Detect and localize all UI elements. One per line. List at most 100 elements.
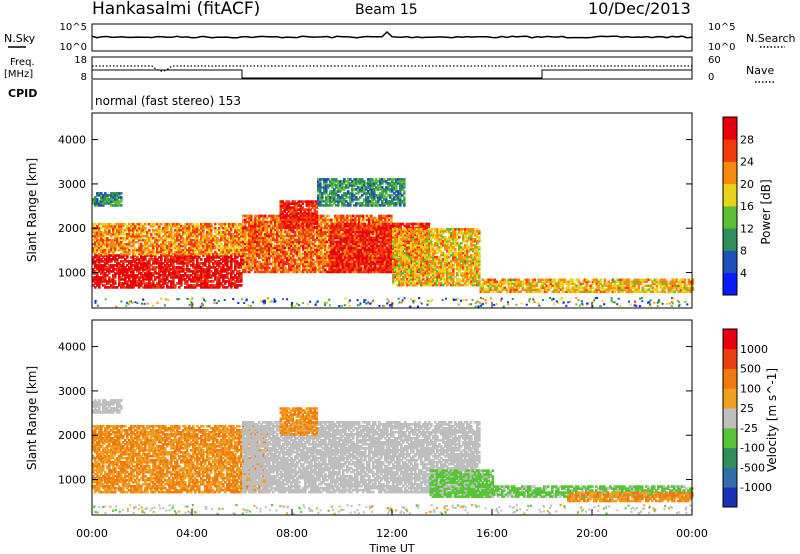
power-cell (122, 244, 125, 248)
power-cell (192, 262, 195, 265)
power-cell (300, 262, 303, 266)
power-cell (268, 258, 271, 262)
power-cell (381, 246, 385, 250)
power-cell (322, 232, 325, 236)
power-cell (190, 232, 193, 236)
power-cell (344, 218, 347, 222)
power-cell (341, 226, 345, 230)
power-cell (335, 246, 339, 250)
power-cell (126, 252, 129, 256)
power-cell (200, 252, 203, 256)
power-cell (196, 242, 199, 246)
power-cell (326, 270, 329, 274)
power-cell (116, 258, 119, 261)
power-cell (254, 248, 257, 252)
power-cell (359, 240, 363, 244)
power-cell (204, 268, 207, 271)
power-cell (254, 240, 257, 244)
power-cell (364, 234, 367, 238)
power-cell (262, 264, 265, 268)
power-cell (388, 244, 391, 248)
power-cell (156, 266, 159, 269)
power-cell (104, 198, 107, 201)
power-cell (315, 204, 319, 207)
power-cell (266, 242, 269, 246)
power-cell (324, 220, 327, 224)
power-cell (238, 244, 241, 248)
power-cell (311, 204, 315, 207)
power-cell (210, 276, 213, 279)
power-cell (364, 254, 367, 258)
power-cell (351, 242, 355, 246)
power-cell (280, 250, 283, 254)
power-cell (222, 244, 225, 248)
power-cell (252, 244, 255, 248)
power-cell (354, 232, 357, 236)
power-cell (98, 286, 101, 289)
power-cell (293, 226, 297, 229)
power-cell (318, 258, 321, 262)
power-cell (258, 252, 261, 256)
power-cell (178, 270, 181, 273)
power-cell (252, 258, 255, 262)
power-cell (192, 238, 195, 242)
power-cell (411, 236, 415, 240)
power-cell (248, 250, 251, 254)
power-cell (286, 252, 289, 256)
power-cell (337, 232, 341, 236)
power-cell (350, 218, 353, 222)
power-cell (170, 284, 173, 287)
power-cell (222, 254, 225, 257)
power-cell (328, 214, 331, 218)
power-cell (184, 228, 187, 232)
power-cell (399, 226, 403, 230)
power-cell (174, 246, 177, 250)
power-cell (164, 278, 167, 281)
power-cell (284, 260, 287, 264)
power-cell (102, 196, 105, 199)
power-cell (170, 238, 173, 242)
power-cell (336, 216, 339, 220)
power-cell (336, 220, 339, 224)
power-cell (156, 252, 159, 256)
power-cell (168, 246, 171, 250)
power-cell (298, 248, 301, 252)
power-cell (356, 264, 359, 268)
power-cell (200, 280, 203, 283)
power-cell (96, 240, 99, 244)
power-cell (134, 252, 137, 256)
power-cell (240, 234, 243, 238)
power-cell (102, 256, 105, 259)
power-cell (337, 264, 341, 268)
power-cell (262, 254, 265, 258)
power-cell (156, 222, 159, 226)
power-cell (104, 196, 107, 199)
power-cell (226, 262, 229, 265)
power-cell (206, 250, 209, 254)
power-cell (303, 214, 307, 217)
power-cell (270, 228, 273, 232)
power-cell (293, 210, 297, 213)
power-cell (142, 264, 145, 267)
power-cell (358, 214, 361, 218)
power-cell (216, 284, 219, 287)
power-cell (182, 248, 185, 252)
power-cell (126, 276, 129, 279)
power-cell (276, 232, 279, 236)
power-cell (279, 214, 283, 217)
power-cell (349, 248, 353, 252)
power-cell (258, 214, 261, 218)
power-cell (172, 282, 175, 285)
power-cell (260, 248, 263, 252)
power-cell (292, 228, 295, 232)
power-cell (110, 192, 113, 195)
power-cell (381, 264, 385, 268)
power-cell (380, 252, 383, 256)
power-cell (343, 222, 347, 226)
power-cell (148, 262, 151, 265)
power-cell (307, 224, 311, 227)
power-cell (258, 246, 261, 250)
power-cell (140, 232, 143, 236)
power-cell (174, 260, 177, 263)
power-cell (328, 228, 331, 232)
